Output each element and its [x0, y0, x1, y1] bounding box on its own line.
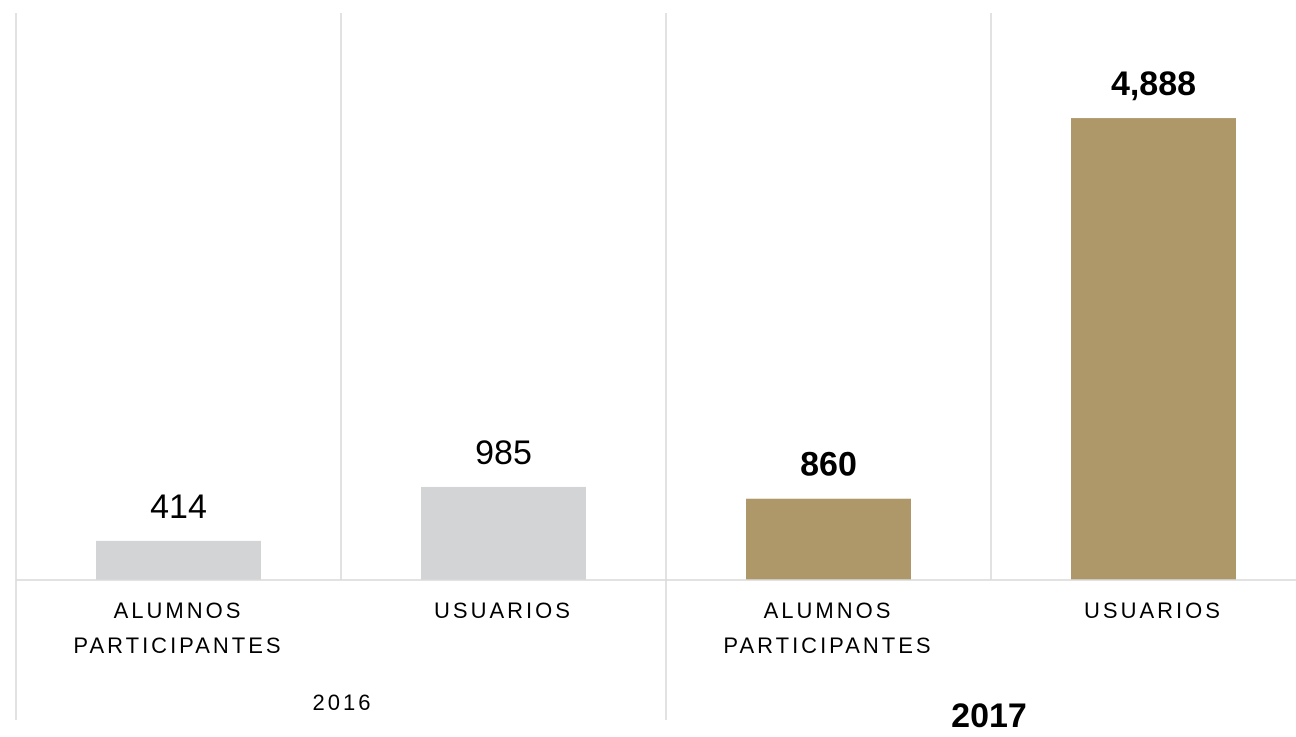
x-tick-label: USUARIOS — [1084, 598, 1223, 623]
value-label: 860 — [800, 446, 857, 484]
bar — [1071, 118, 1236, 581]
x-tick-label: ALUMNOS PARTICIPANTES — [73, 598, 283, 658]
group-label: 2017 — [951, 697, 1027, 735]
x-tick-label: ALUMNOS PARTICIPANTES — [723, 598, 933, 658]
value-label: 985 — [475, 434, 532, 472]
bar — [96, 540, 261, 580]
value-label: 414 — [150, 488, 207, 526]
bar — [746, 498, 911, 580]
group-label: 2016 — [313, 690, 374, 715]
x-tick-label: USUARIOS — [434, 598, 573, 623]
value-label: 4,888 — [1111, 65, 1196, 103]
bar — [421, 486, 586, 580]
